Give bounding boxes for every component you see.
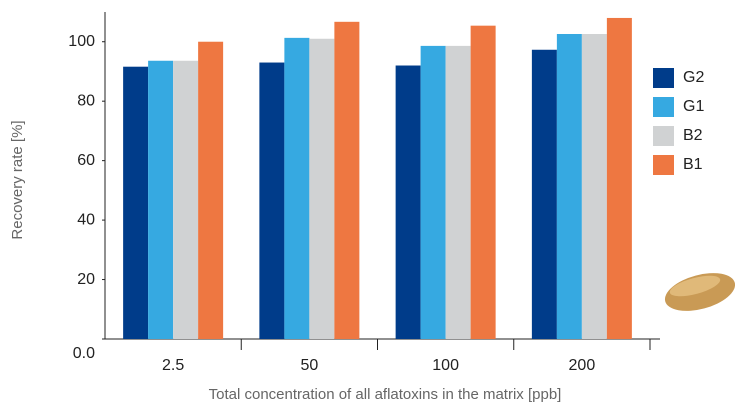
bar [309,38,335,339]
legend-swatch [653,97,674,117]
y-tick-label: 20 [77,271,95,288]
legend-swatch [653,126,674,146]
x-axis-title: Total concentration of all aflatoxins in… [209,386,562,403]
x-tick-label: 200 [569,357,596,374]
bar [581,33,607,340]
y-tick-label: 60 [77,152,95,169]
y-tick-label: 40 [77,211,95,228]
x-tick-label: 2.5 [162,357,184,374]
bar [606,17,632,339]
bar [556,33,582,340]
legend-label: G2 [683,69,704,86]
peanut [664,273,735,311]
bar [259,62,285,339]
y-axis-title: Recovery rate [%] [9,120,26,239]
bar [420,45,446,339]
bar [123,66,149,339]
bar [148,60,174,340]
bar [284,37,310,339]
bar [334,21,360,340]
legend-label: B2 [683,127,703,144]
legend-label: G1 [683,98,704,115]
bar [198,41,224,340]
bar [531,49,557,340]
legend-swatch [653,68,674,88]
y-tick-label: 100 [68,33,95,50]
bar [395,65,421,339]
legend-label: B1 [683,156,703,173]
x-tick-label: 50 [300,357,318,374]
legend-swatch [653,155,674,175]
bar [173,60,199,340]
y-tick-label: 0.0 [73,345,95,362]
x-tick-label: 100 [432,357,459,374]
bar [445,45,471,339]
bar [470,25,496,339]
y-tick-label: 80 [77,92,95,109]
